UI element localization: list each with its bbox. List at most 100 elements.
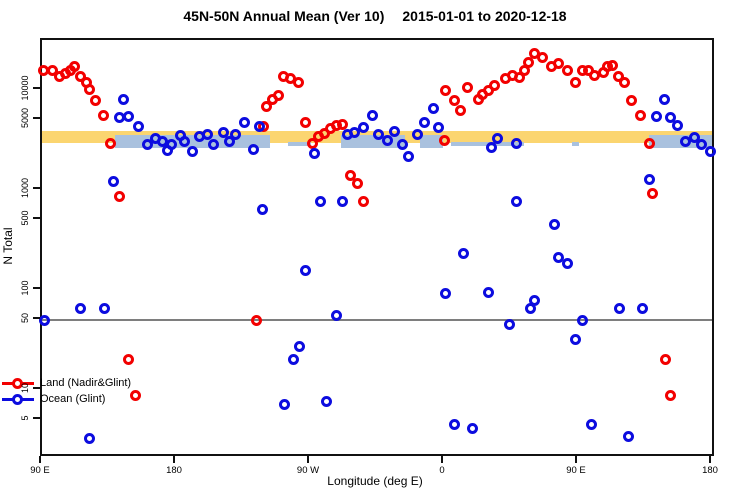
data-point-ocean xyxy=(432,122,444,134)
y-tick-label: 10000 xyxy=(20,75,30,101)
data-point-land xyxy=(273,89,285,101)
chart-title: 45N-50N Annual Mean (Ver 10) 2015-01-01 … xyxy=(0,8,750,24)
data-point-ocean xyxy=(688,131,700,143)
data-point-land xyxy=(454,104,466,116)
data-point-land xyxy=(553,57,565,69)
data-point-ocean xyxy=(576,314,588,326)
data-point-land xyxy=(113,190,125,202)
y-axis-tick xyxy=(33,217,40,220)
data-point-ocean xyxy=(118,93,130,105)
chart-title-dates: 2015-01-01 to 2020-12-18 xyxy=(402,8,567,24)
data-point-ocean xyxy=(224,135,236,147)
data-point-ocean xyxy=(419,117,431,129)
data-point-land xyxy=(319,128,331,140)
x-axis-tick xyxy=(709,456,711,463)
data-point-ocean xyxy=(623,431,635,443)
x-tick-label: 0 xyxy=(439,465,445,476)
legend-ocean-marker-icon xyxy=(2,393,34,405)
data-point-ocean xyxy=(511,137,523,149)
data-point-ocean xyxy=(337,196,349,208)
data-point-land xyxy=(664,389,676,401)
data-point-ocean xyxy=(253,121,265,133)
data-point-land xyxy=(90,94,102,106)
data-point-land xyxy=(122,354,134,366)
legend-land-marker-icon xyxy=(2,377,34,389)
data-point-ocean xyxy=(349,127,361,139)
data-point-land xyxy=(250,314,262,326)
data-point-land xyxy=(635,109,647,121)
data-point-ocean xyxy=(107,175,119,187)
data-point-ocean xyxy=(294,341,306,353)
y-tick-label: 10 xyxy=(20,382,30,394)
data-point-ocean xyxy=(279,399,291,411)
data-point-ocean xyxy=(39,314,51,326)
y-axis-tick xyxy=(33,417,40,420)
data-point-land xyxy=(448,94,460,106)
data-point-land xyxy=(130,389,142,401)
x-tick-label: 90 E xyxy=(30,465,50,476)
data-point-ocean xyxy=(358,122,370,134)
data-point-ocean xyxy=(486,141,498,153)
data-point-ocean xyxy=(367,109,379,121)
y-axis-tick xyxy=(33,117,40,120)
data-point-ocean xyxy=(314,195,326,207)
y-axis-tick xyxy=(33,287,40,289)
x-tick-label: 180 xyxy=(166,465,182,476)
y-axis-tick xyxy=(33,387,40,389)
data-point-ocean xyxy=(679,136,691,148)
data-point-land xyxy=(660,354,672,366)
data-point-land xyxy=(307,137,319,149)
data-point-land xyxy=(439,85,451,97)
ocean-band-segment xyxy=(572,141,580,146)
data-point-ocean xyxy=(238,117,250,129)
data-point-ocean xyxy=(218,126,230,138)
y-axis-tick xyxy=(33,187,40,189)
data-point-land xyxy=(536,52,548,64)
data-point-ocean xyxy=(300,264,312,276)
x-axis-title: Longitude (deg E) xyxy=(327,474,423,488)
data-point-land xyxy=(618,77,630,89)
legend-land-circle-icon xyxy=(12,377,23,389)
data-point-ocean xyxy=(658,93,670,105)
data-point-ocean xyxy=(569,333,581,345)
data-point-ocean xyxy=(142,138,154,150)
data-point-ocean xyxy=(492,133,504,145)
ocean-band-segment xyxy=(420,134,443,148)
data-point-ocean xyxy=(381,134,393,146)
y-axis-title: N Total xyxy=(1,227,15,265)
data-point-land xyxy=(569,76,581,88)
x-axis-tick xyxy=(441,456,443,463)
data-point-ocean xyxy=(448,419,460,431)
data-point-land xyxy=(462,82,474,94)
plot-area xyxy=(38,38,716,456)
legend: Land (Nadir&Glint) Ocean (Glint) xyxy=(2,375,131,407)
x-axis-tick xyxy=(173,456,175,463)
data-point-ocean xyxy=(84,432,96,444)
data-point-ocean xyxy=(439,287,451,299)
data-point-land xyxy=(358,196,370,208)
data-point-ocean xyxy=(585,419,597,431)
data-point-ocean xyxy=(99,302,111,314)
data-point-ocean xyxy=(320,396,332,408)
data-point-ocean xyxy=(179,136,191,148)
data-point-ocean xyxy=(389,125,401,137)
x-tick-label: 90 W xyxy=(296,465,320,476)
data-point-ocean xyxy=(201,129,213,141)
data-point-ocean xyxy=(288,354,300,366)
y-tick-label: 1000 xyxy=(20,177,30,199)
data-point-ocean xyxy=(207,139,219,151)
data-point-ocean xyxy=(553,252,565,264)
data-point-ocean xyxy=(483,286,495,298)
data-point-land xyxy=(646,187,658,199)
data-point-ocean xyxy=(664,112,676,124)
legend-ocean-circle-icon xyxy=(12,393,23,405)
data-point-ocean xyxy=(511,195,523,207)
y-tick-label: 50 xyxy=(20,313,30,324)
data-point-ocean xyxy=(402,151,414,163)
x-axis-tick xyxy=(39,456,41,463)
data-point-ocean xyxy=(186,145,198,157)
data-point-ocean xyxy=(256,203,268,215)
data-point-ocean xyxy=(396,139,408,151)
data-point-land xyxy=(97,109,109,121)
